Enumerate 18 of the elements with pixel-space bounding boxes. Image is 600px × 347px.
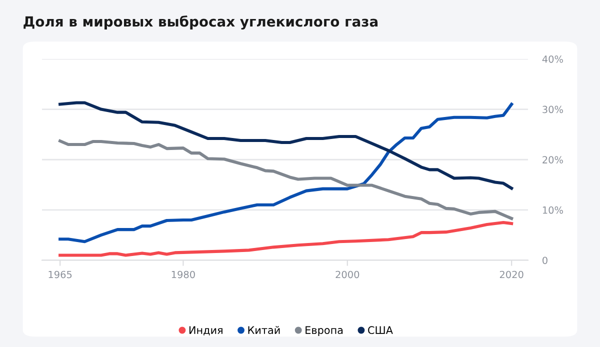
legend-label: Китай	[248, 326, 280, 334]
x-tick-label: 2000	[336, 270, 360, 278]
y-tick-label: 30%	[542, 106, 563, 114]
legend-label: Европа	[306, 326, 343, 336]
line-series	[58, 102, 514, 244]
x-tick-label: 1965	[48, 270, 72, 278]
y-tick-label: 20%	[542, 156, 563, 164]
y-tick-label: 0	[542, 256, 548, 264]
x-tick-label: 2020	[500, 270, 524, 278]
legend-label: США	[368, 326, 393, 334]
y-tick-label: 10%	[542, 206, 563, 214]
line-series	[58, 220, 514, 257]
chart-title: Доля в мировых выбросах углекислого газа	[24, 16, 378, 30]
line-series	[58, 139, 514, 220]
x-tick-label: 1980	[172, 270, 195, 278]
legend-label: Индия	[189, 326, 222, 336]
line-series	[58, 101, 514, 190]
y-tick-label: 40%	[542, 55, 563, 63]
